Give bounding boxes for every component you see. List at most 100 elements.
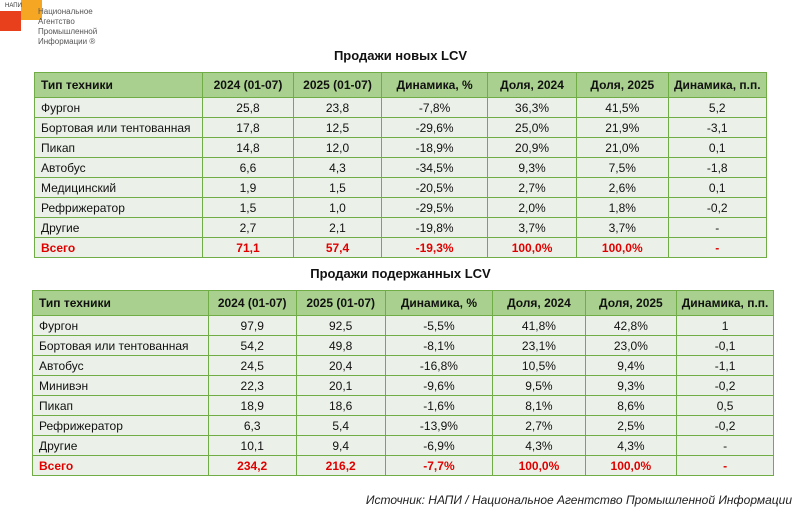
table-cell: 17,8 bbox=[202, 117, 294, 138]
table-cell: 23,1% bbox=[492, 335, 586, 356]
table-cell: 1,5 bbox=[202, 197, 294, 218]
table-cell: 25,8 bbox=[202, 97, 294, 118]
table-cell: Другие bbox=[32, 435, 209, 456]
table-cell: -7,7% bbox=[384, 455, 494, 476]
table-cell: - bbox=[667, 217, 768, 238]
table-cell: 216,2 bbox=[295, 455, 386, 476]
logo-line: Информации ® bbox=[38, 37, 96, 46]
table-cell: 100,0% bbox=[487, 237, 578, 258]
table-cell: -8,1% bbox=[384, 335, 494, 356]
column-header: Доля, 2025 bbox=[584, 290, 678, 316]
total-row: Всего 234,2 216,2 -7,7% 100,0% 100,0% - bbox=[32, 455, 774, 476]
table-cell: 2,7 bbox=[202, 217, 294, 238]
table-cell: 8,6% bbox=[584, 395, 678, 416]
table-cell: Фургон bbox=[32, 315, 209, 336]
table-cell: Другие bbox=[33, 217, 204, 238]
table-cell: - bbox=[667, 237, 768, 258]
table-cell: Всего bbox=[33, 237, 204, 258]
used-lcv-table: Тип техники 2024 (01-07) 2025 (01-07) Динам… bbox=[32, 290, 774, 476]
table-cell: 2,5% bbox=[584, 415, 678, 436]
new-lcv-table: Тип техники 2024 (01-07) 2025 (01-07) Динам… bbox=[33, 72, 768, 258]
table-cell: - bbox=[676, 435, 774, 456]
table-cell: 21,9% bbox=[576, 117, 669, 138]
table-cell: 71,1 bbox=[202, 237, 294, 258]
table-cell: 1,0 bbox=[292, 197, 383, 218]
table-cell: 9,3% bbox=[584, 375, 678, 396]
table-cell: 41,5% bbox=[576, 97, 669, 118]
table-cell: 9,3% bbox=[487, 157, 578, 178]
table-cell: 0,1 bbox=[667, 177, 768, 198]
table-cell: 4,3% bbox=[492, 435, 586, 456]
logo-line: Промышленной bbox=[38, 27, 98, 36]
table-cell: 3,7% bbox=[576, 217, 669, 238]
table-cell: 2,1 bbox=[292, 217, 383, 238]
column-header: Доля, 2024 bbox=[487, 72, 578, 98]
table-cell: 2,7% bbox=[487, 177, 578, 198]
logo-abbr: НАПИ bbox=[5, 3, 22, 9]
table-cell: 4,3% bbox=[584, 435, 678, 456]
table-cell: 20,9% bbox=[487, 137, 578, 158]
table-cell: 21,0% bbox=[576, 137, 669, 158]
table-cell: 6,6 bbox=[202, 157, 294, 178]
table-cell: 6,3 bbox=[207, 415, 297, 436]
table-cell: 97,9 bbox=[207, 315, 297, 336]
table-cell: 5,4 bbox=[295, 415, 386, 436]
table-row: Автобус 6,6 4,3 -34,5% 9,3% 7,5% -1,8 bbox=[33, 157, 768, 178]
table-row: Фургон 25,8 23,8 -7,8% 36,3% 41,5% 5,2 bbox=[33, 97, 768, 118]
table-cell: -7,8% bbox=[381, 97, 489, 118]
table-cell: -0,2 bbox=[676, 415, 774, 436]
table-cell: Рефрижератор bbox=[32, 415, 209, 436]
table-row: Автобус 24,5 20,4 -16,8% 10,5% 9,4% -1,1 bbox=[32, 355, 774, 376]
total-row: Всего 71,1 57,4 -19,3% 100,0% 100,0% - bbox=[33, 237, 768, 258]
table-cell: 1,8% bbox=[576, 197, 669, 218]
table-cell: 8,1% bbox=[492, 395, 586, 416]
table-cell: 2,6% bbox=[576, 177, 669, 198]
table-row: Бортовая или тентованная 17,8 12,5 -29,6% 25… bbox=[33, 117, 768, 138]
table-cell: 234,2 bbox=[207, 455, 297, 476]
table-cell: 20,1 bbox=[295, 375, 386, 396]
table-cell: 1,5 bbox=[292, 177, 383, 198]
table-row: Бортовая или тентованная 54,2 49,8 -8,1% 23,… bbox=[32, 335, 774, 356]
table-cell: 18,9 bbox=[207, 395, 297, 416]
table-cell: 54,2 bbox=[207, 335, 297, 356]
table-cell: -6,9% bbox=[384, 435, 494, 456]
table-cell: 0,5 bbox=[676, 395, 774, 416]
table-cell: 42,8% bbox=[584, 315, 678, 336]
table-cell: Бортовая или тентованная bbox=[33, 117, 204, 138]
table-cell: 23,0% bbox=[584, 335, 678, 356]
table-cell: 9,5% bbox=[492, 375, 586, 396]
table-cell: 2,7% bbox=[492, 415, 586, 436]
table-row: Медицинский 1,9 1,5 -20,5% 2,7% 2,6% 0,1 bbox=[33, 177, 768, 198]
table-cell: 14,8 bbox=[202, 137, 294, 158]
table-row: Пикап 18,9 18,6 -1,6% 8,1% 8,6% 0,5 bbox=[32, 395, 774, 416]
table-cell: 36,3% bbox=[487, 97, 578, 118]
table-cell: Рефрижератор bbox=[33, 197, 204, 218]
column-header: Доля, 2024 bbox=[492, 290, 586, 316]
table-cell: 57,4 bbox=[292, 237, 383, 258]
table-cell: -19,8% bbox=[381, 217, 489, 238]
table-cell: 12,0 bbox=[292, 137, 383, 158]
table-row: Другие 10,1 9,4 -6,9% 4,3% 4,3% - bbox=[32, 435, 774, 456]
table-cell: -34,5% bbox=[381, 157, 489, 178]
table-cell: -5,5% bbox=[384, 315, 494, 336]
logo-line: Агентство bbox=[38, 17, 75, 26]
table-cell: 2,0% bbox=[487, 197, 578, 218]
table-cell: 22,3 bbox=[207, 375, 297, 396]
column-header: 2024 (01-07) bbox=[202, 72, 294, 98]
table-cell: -9,6% bbox=[384, 375, 494, 396]
column-header: Доля, 2025 bbox=[576, 72, 669, 98]
table-cell: -1,1 bbox=[676, 355, 774, 376]
table-cell: -3,1 bbox=[667, 117, 768, 138]
table-row: Рефрижератор 6,3 5,4 -13,9% 2,7% 2,5% -0,2 bbox=[32, 415, 774, 436]
column-header: Тип техники bbox=[32, 290, 209, 316]
table-cell: 20,4 bbox=[295, 355, 386, 376]
table-cell: Бортовая или тентованная bbox=[32, 335, 209, 356]
column-header: Тип техники bbox=[33, 72, 204, 98]
table-cell: 25,0% bbox=[487, 117, 578, 138]
table-cell: Пикап bbox=[32, 395, 209, 416]
table-cell: Фургон bbox=[33, 97, 204, 118]
column-header: 2024 (01-07) bbox=[207, 290, 297, 316]
table-cell: 49,8 bbox=[295, 335, 386, 356]
napi-logo: НАПИ Национальное Агентство Промышленной… bbox=[0, 0, 120, 55]
table-cell: Пикап bbox=[33, 137, 204, 158]
